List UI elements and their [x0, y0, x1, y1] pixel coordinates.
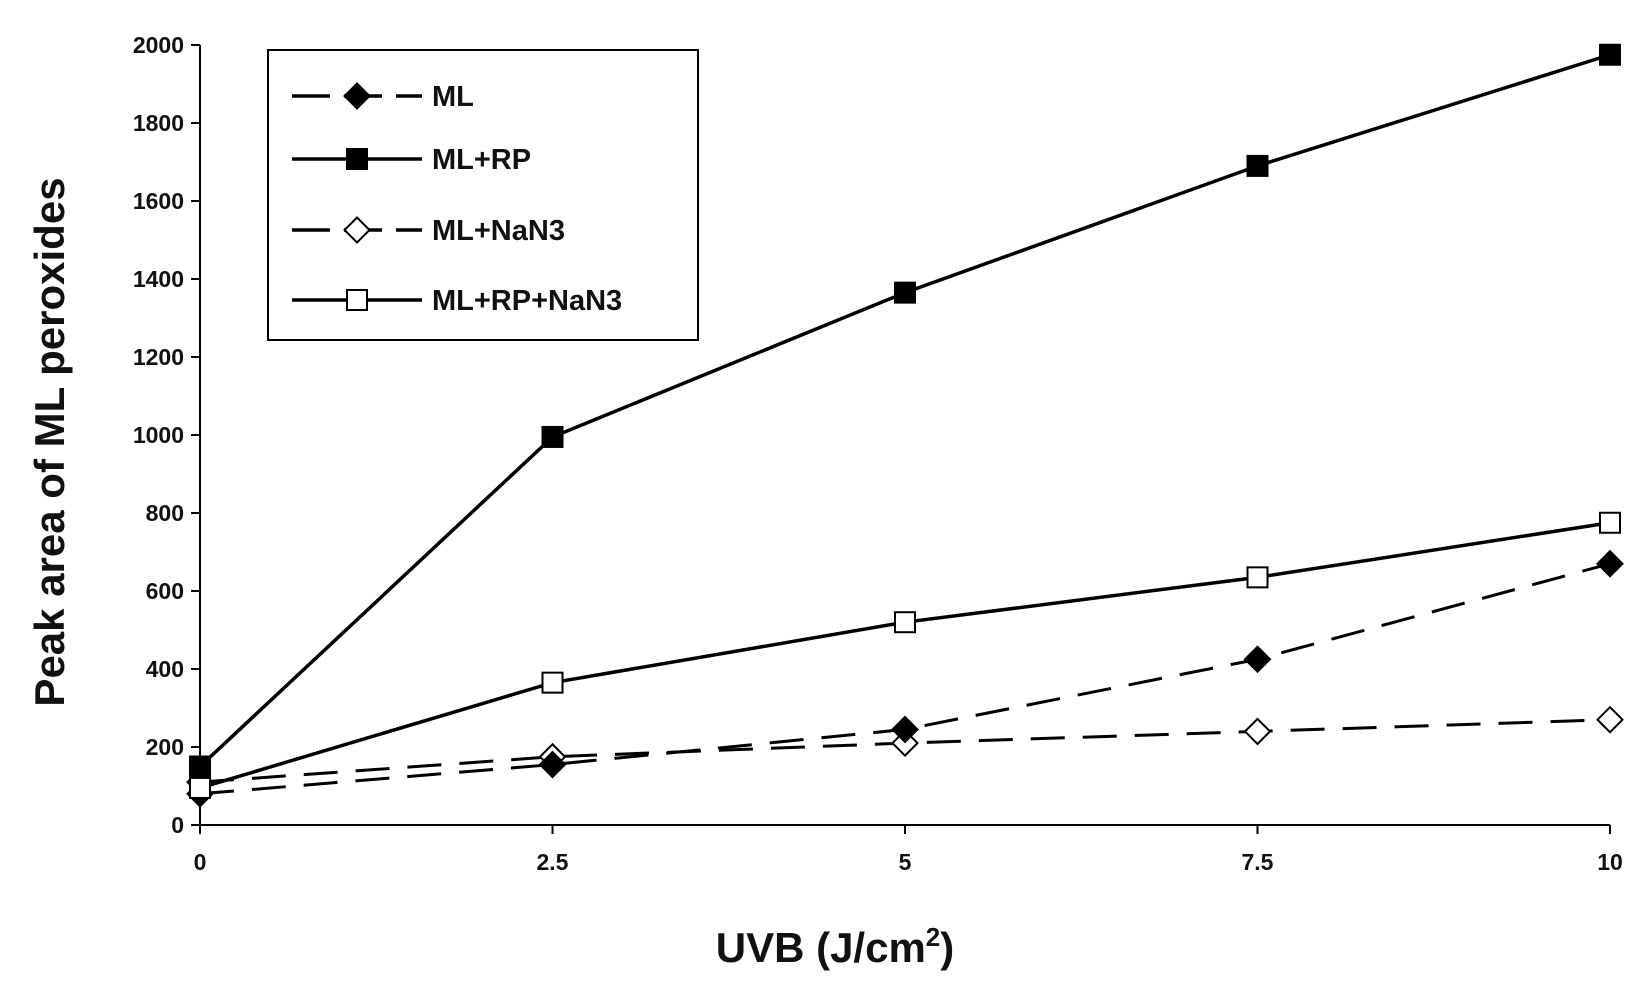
x-tick-label: 5: [899, 849, 912, 875]
series-ml-rp: [189, 43, 1621, 778]
data-point: [189, 776, 211, 799]
data-point: [894, 611, 916, 634]
x-axis-title: UVB (J/cm2): [716, 922, 955, 971]
y-tick-label: 1000: [133, 422, 184, 448]
legend-marker: [346, 289, 368, 311]
data-point: [1246, 566, 1269, 589]
x-tick-label: 0: [194, 849, 207, 875]
legend-entry: ML+RP: [292, 144, 531, 176]
legend-marker: [346, 148, 368, 170]
y-tick-label: 1800: [133, 110, 184, 136]
y-tick-label: 800: [146, 500, 184, 526]
y-axis-title: Peak area of ML peroxides: [26, 177, 73, 706]
legend: ML ML+RP ML+NaN3 ML+RP+NaN3: [267, 49, 699, 341]
data-point: [1596, 549, 1624, 578]
series-ml-rp-nan3: [189, 511, 1621, 799]
data-point: [538, 750, 567, 779]
data-point: [1243, 645, 1272, 674]
data-point: [1599, 511, 1621, 534]
series-ml: [186, 549, 1624, 808]
y-tick-label: 600: [146, 578, 184, 604]
data-point: [891, 715, 919, 744]
legend-entry: ML+RP+NaN3: [292, 285, 622, 317]
data-point: [1599, 43, 1621, 66]
data-point: [1243, 717, 1272, 746]
y-tick-label: 2000: [133, 32, 184, 58]
y-tick-label: 0: [171, 812, 184, 838]
legend-entry: ML+NaN3: [292, 215, 565, 247]
legend-box: [267, 49, 699, 341]
legend-label: ML+NaN3: [432, 215, 565, 247]
x-tick-label: 2.5: [537, 849, 569, 875]
x-axis-title-main: UVB (J/cm: [716, 924, 926, 971]
x-axis-title-suffix: ): [940, 924, 954, 971]
legend-marker: [343, 82, 371, 110]
x-tick-label: 10: [1597, 849, 1623, 875]
y-tick-label: 400: [146, 656, 184, 682]
legend-label: ML: [432, 81, 474, 113]
x-tick-label: 7.5: [1242, 849, 1274, 875]
series-line: [199, 562, 1611, 796]
x-axis-title-superscript: 2: [926, 922, 940, 952]
legend-marker: [343, 216, 371, 244]
y-tick-label: 1200: [133, 344, 184, 370]
legend-label: ML+RP+NaN3: [432, 285, 622, 317]
y-tick-label: 1400: [133, 266, 184, 292]
y-tick-label: 200: [146, 734, 184, 760]
data-point: [894, 281, 916, 304]
legend-label: ML+RP: [432, 144, 531, 176]
data-point: [189, 755, 211, 778]
data-point: [1246, 154, 1269, 177]
legend-entry: ML: [292, 81, 474, 113]
data-point: [1596, 705, 1624, 734]
series-group: [186, 43, 1624, 808]
axes: 0 200 400 600 800 1000 1200 1400 1600 1800 2000 0 2.…: [133, 32, 1623, 875]
y-tick-label: 1600: [133, 188, 184, 214]
data-point: [541, 671, 564, 694]
data-point: [541, 425, 564, 448]
